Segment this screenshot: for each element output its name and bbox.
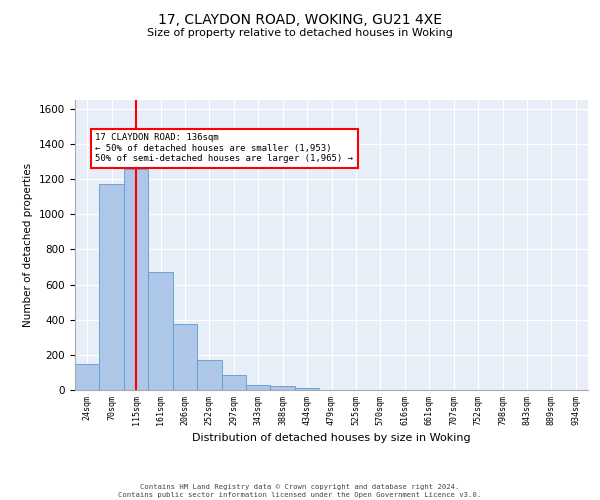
Bar [221, 375, 246, 390]
Bar [75, 364, 100, 390]
Y-axis label: Number of detached properties: Number of detached properties [23, 163, 34, 327]
Bar [148, 272, 173, 390]
Bar [271, 386, 295, 390]
Bar [173, 324, 197, 390]
Text: 17 CLAYDON ROAD: 136sqm
← 50% of detached houses are smaller (1,953)
50% of semi: 17 CLAYDON ROAD: 136sqm ← 50% of detache… [95, 134, 353, 163]
Bar [197, 360, 221, 390]
Text: Size of property relative to detached houses in Woking: Size of property relative to detached ho… [147, 28, 453, 38]
X-axis label: Distribution of detached houses by size in Woking: Distribution of detached houses by size … [192, 433, 471, 443]
Text: 17, CLAYDON ROAD, WOKING, GU21 4XE: 17, CLAYDON ROAD, WOKING, GU21 4XE [158, 12, 442, 26]
Bar [124, 168, 148, 390]
Bar [100, 184, 124, 390]
Bar [246, 384, 271, 390]
Bar [295, 388, 319, 390]
Text: Contains HM Land Registry data © Crown copyright and database right 2024.
Contai: Contains HM Land Registry data © Crown c… [118, 484, 482, 498]
